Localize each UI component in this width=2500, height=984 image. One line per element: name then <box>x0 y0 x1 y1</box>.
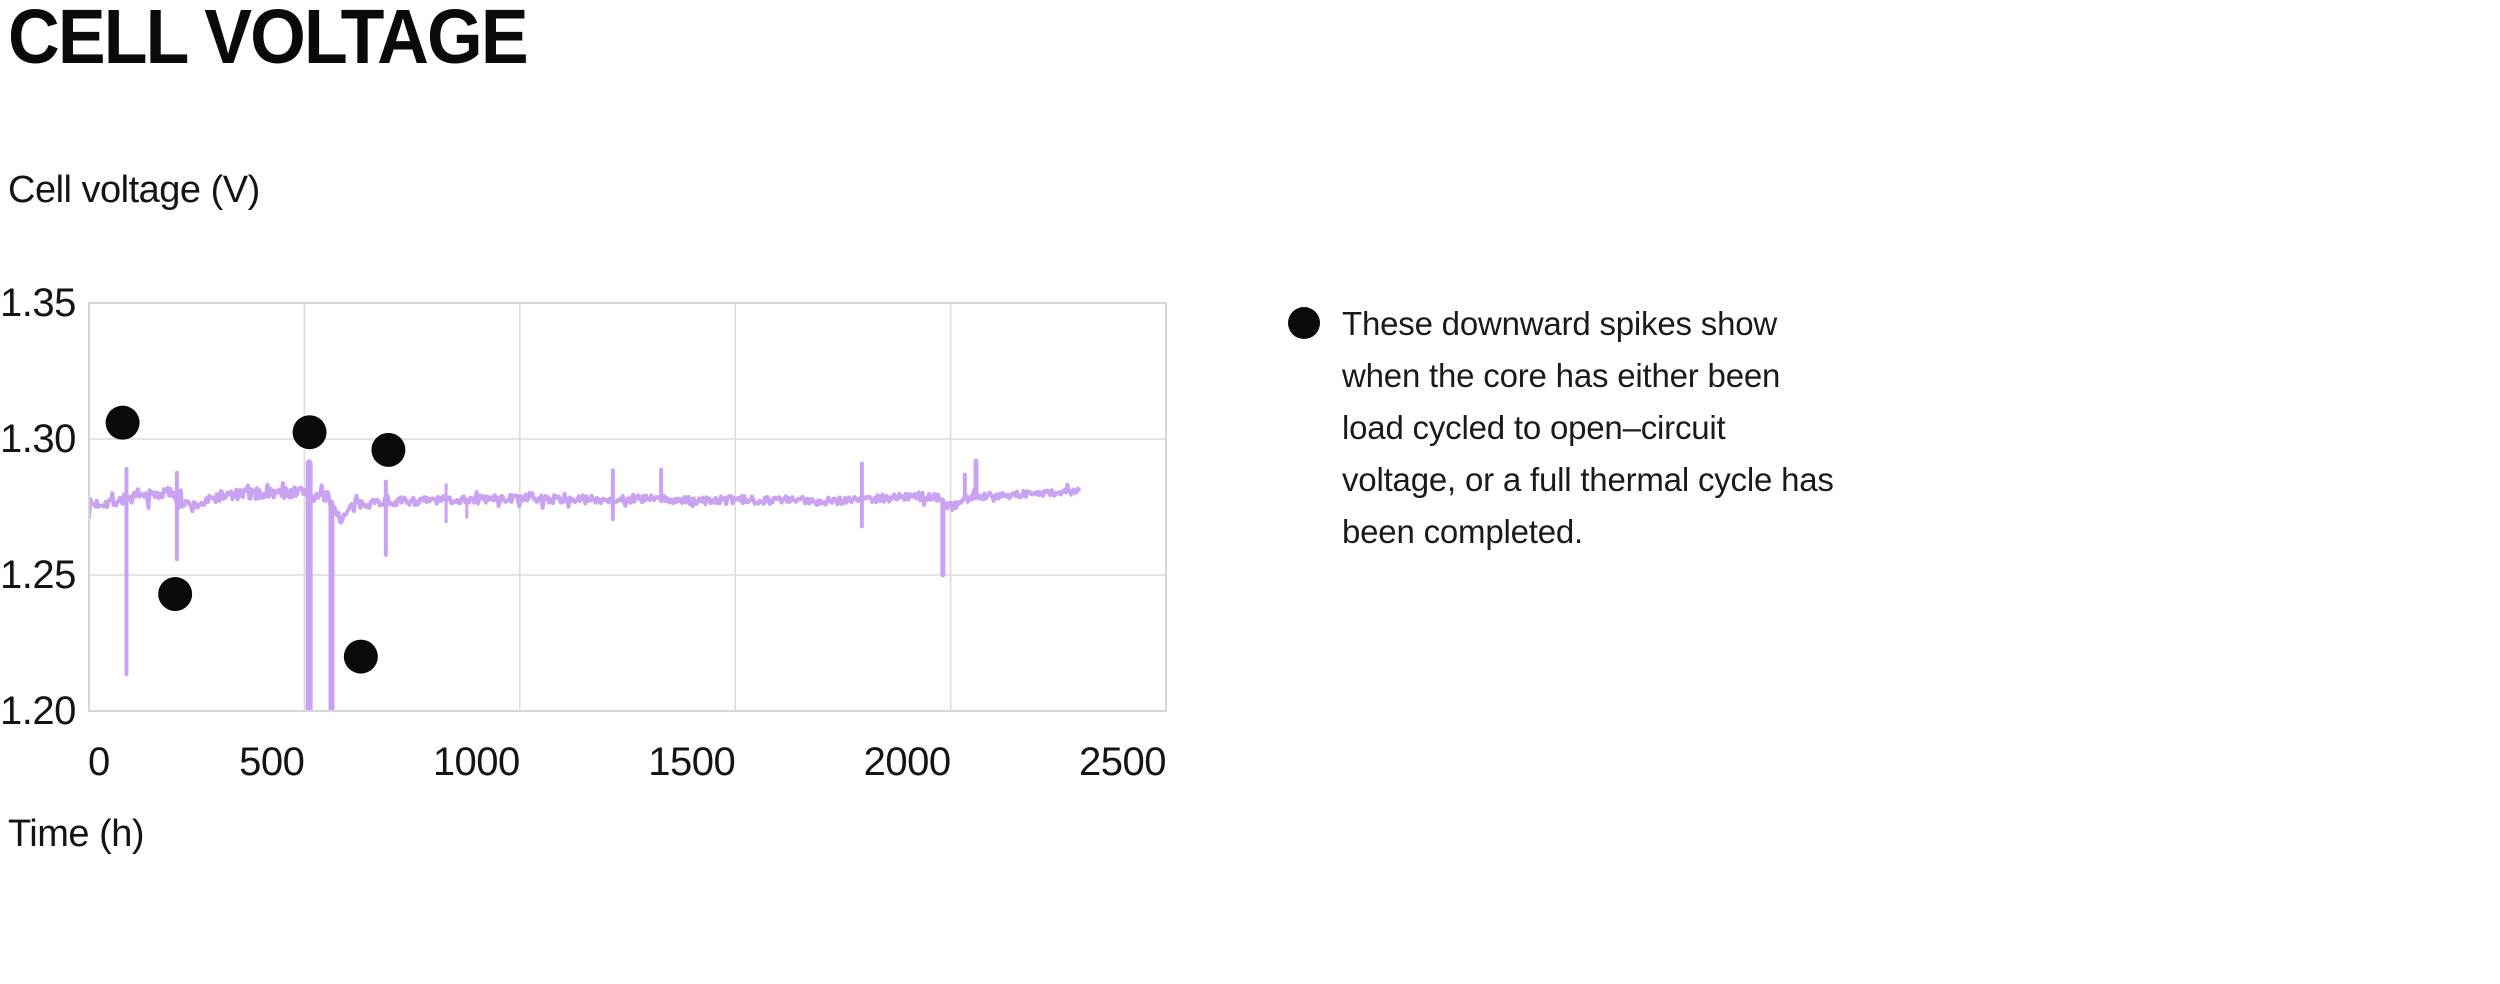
page-title: CELL VOLTAGE <box>8 0 529 80</box>
y-tick-label: 1.25 <box>0 553 76 597</box>
spike-marker-dot <box>158 577 193 612</box>
spike-marker-dot <box>343 639 378 674</box>
spike-marker-dot <box>371 432 406 467</box>
voltage-line <box>90 481 1081 525</box>
grid-lines <box>89 303 1166 711</box>
x-tick-label: 1000 <box>432 740 520 784</box>
y-tick-label: 1.30 <box>0 417 76 461</box>
annotation-text: These downward spikes show when the core … <box>1342 298 1902 558</box>
x-tick-label: 1500 <box>648 740 736 784</box>
annotation-line: been completed. <box>1342 513 1584 550</box>
voltage-series <box>90 458 1081 710</box>
spike-marker-dot <box>292 415 327 450</box>
x-tick-label: 500 <box>239 740 305 784</box>
x-tick-label: 2000 <box>863 740 951 784</box>
x-tick-label: 0 <box>88 740 110 784</box>
annotation-line: load cycled to open–circuit <box>1342 409 1726 446</box>
y-axis-title: Cell voltage (V) <box>8 169 260 211</box>
annotation-line: voltage, or a full thermal cycle has <box>1342 461 1834 498</box>
spike-marker-dot <box>105 405 140 440</box>
annotation-line: These downward spikes show <box>1342 305 1778 342</box>
annotation-line: when the core has either been <box>1342 357 1781 394</box>
x-axis-title: Time (h) <box>8 813 145 855</box>
y-tick-label: 1.20 <box>0 689 76 733</box>
plot-border <box>88 302 1167 712</box>
y-tick-label: 1.35 <box>0 281 76 325</box>
spike-markers <box>105 405 406 674</box>
x-tick-label: 2500 <box>1079 740 1166 784</box>
spike-bullet-icon <box>1288 307 1320 339</box>
